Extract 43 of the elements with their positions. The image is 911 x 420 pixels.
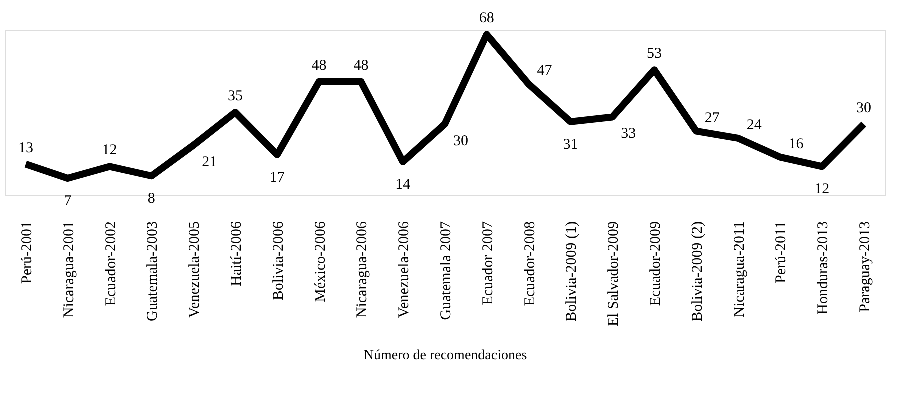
data-label: 48 (354, 58, 369, 74)
data-label: 8 (148, 191, 156, 208)
x-tick-label: Haití-2006 (228, 221, 245, 286)
x-tick-label: Honduras-2013 (816, 222, 832, 315)
data-label: 24 (746, 117, 762, 134)
x-tick-label: El Salvador-2009 (606, 222, 622, 327)
x-tick-label: Ecuador 2007 (480, 221, 496, 306)
data-label: 16 (788, 136, 804, 152)
data-label: 35 (228, 88, 243, 104)
data-label: 12 (814, 182, 830, 198)
data-label: 68 (479, 10, 494, 27)
data-label: 47 (537, 63, 553, 80)
data-label: 48 (312, 58, 327, 74)
x-tick-label: Perú-2001 (19, 222, 36, 284)
x-tick-label: Venezuela-2006 (396, 221, 413, 318)
x-tick-label: Ecuador-2009 (648, 222, 664, 306)
x-tick-label: Perú-2011 (774, 222, 790, 284)
data-label: 53 (647, 46, 662, 62)
x-tick-label: Guatemala-2003 (145, 222, 162, 322)
data-label: 30 (856, 100, 872, 116)
x-tick-label: Nicaragua-2001 (61, 222, 78, 318)
x-tick-label: Paraguay-2013 (858, 222, 874, 312)
x-tick-label: Bolivia-2009 (1) (564, 222, 580, 322)
data-label: 33 (621, 126, 636, 142)
data-label: 14 (396, 177, 412, 193)
x-axis-title: Número de recomendaciones (364, 348, 528, 364)
x-tick-label: México-2006 (312, 221, 329, 302)
x-tick-label: Nicaragua-2006 (354, 221, 371, 318)
x-tick-label: Bolivia-2006 (270, 221, 287, 301)
x-tick-label: Ecuador-2008 (522, 222, 538, 306)
x-tick-label: Nicaragua-2011 (732, 222, 748, 318)
data-label: 17 (270, 170, 286, 186)
x-tick-label: Ecuador-2002 (103, 222, 120, 306)
data-label: 21 (202, 154, 218, 170)
data-label: 30 (454, 133, 468, 150)
data-label: 12 (102, 142, 118, 159)
data-label: 27 (704, 110, 720, 126)
x-tick-label: Guatemala 2007 (438, 221, 454, 320)
data-label: 7 (64, 194, 72, 210)
x-tick-label: Venezuela-2005 (187, 222, 204, 318)
data-label: 31 (563, 136, 578, 153)
data-label: 13 (18, 140, 34, 156)
x-tick-label: Bolivia-2009 (2) (690, 222, 706, 322)
